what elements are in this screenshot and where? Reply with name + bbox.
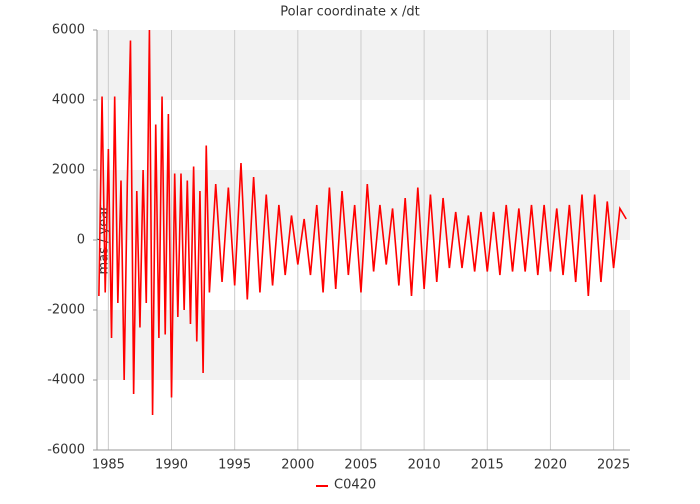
x-tick-label: 2020 [534, 458, 567, 473]
y-tick-label: 4000 [52, 93, 85, 108]
grid-band [97, 310, 630, 380]
y-tick-label: 6000 [52, 23, 85, 38]
x-tick-label: 2015 [471, 458, 504, 473]
y-tick-label: -6000 [47, 443, 85, 458]
x-tick-label: 2005 [344, 458, 377, 473]
x-tick-label: 2025 [597, 458, 630, 473]
x-tick-label: 1990 [155, 458, 188, 473]
y-tick-label: -2000 [47, 303, 85, 318]
grid-band [97, 30, 630, 100]
x-tick-label: 1995 [218, 458, 251, 473]
x-tick-label: 2010 [408, 458, 441, 473]
x-tick-label: 2000 [281, 458, 314, 473]
y-tick-label: 2000 [52, 163, 85, 178]
series-line [98, 29, 627, 416]
y-tick-label: -4000 [47, 373, 85, 388]
chart-title: Polar coordinate x /dt [280, 5, 419, 20]
y-tick-label: 0 [77, 233, 85, 248]
x-tick-label: 1985 [92, 458, 125, 473]
legend-label: C0420 [334, 478, 376, 493]
